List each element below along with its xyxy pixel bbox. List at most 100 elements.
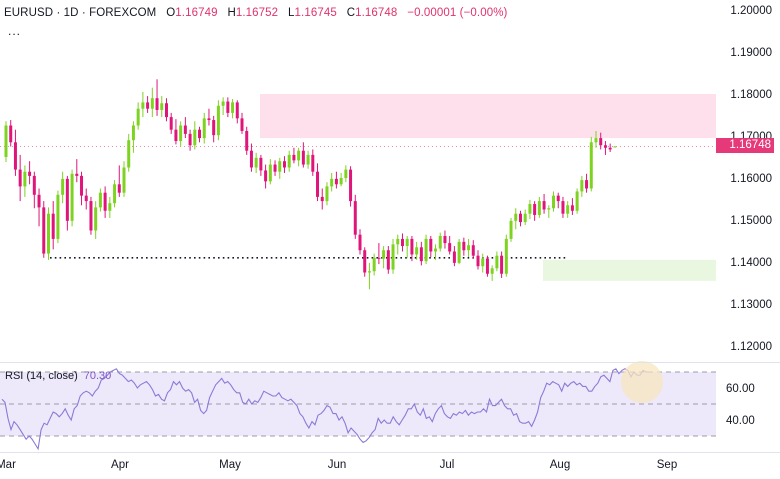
candle-body	[80, 175, 84, 196]
candle-body	[410, 238, 414, 255]
candle-body	[509, 220, 513, 239]
candle-body	[150, 98, 154, 109]
time-tick-label: May	[219, 459, 241, 471]
candle-body	[316, 171, 320, 197]
candle-body	[552, 195, 556, 209]
candle-body	[131, 125, 135, 141]
rsi-layer	[0, 361, 716, 451]
candle-body	[438, 235, 442, 249]
candle-body	[528, 204, 532, 214]
more-options-button[interactable]: ...	[8, 24, 22, 38]
candle-body	[28, 171, 32, 176]
time-tick-label: Jul	[440, 459, 455, 471]
candle-body	[155, 98, 159, 110]
candle-body	[575, 191, 579, 211]
candle-body	[391, 244, 395, 270]
candle-body	[419, 247, 423, 262]
candle-body	[198, 129, 202, 139]
price-tick-label: 1.20000	[730, 5, 772, 17]
candle-body	[292, 154, 296, 161]
candle-body	[18, 169, 22, 187]
candle-body	[566, 205, 570, 214]
candle-body	[32, 175, 36, 195]
supply-zone	[260, 94, 716, 139]
candle-body	[580, 180, 584, 192]
candle-body	[330, 178, 334, 187]
time-tick-label: Apr	[111, 459, 129, 471]
candle-body	[193, 129, 197, 146]
candle-body	[311, 154, 315, 172]
candle-body	[122, 167, 126, 193]
candle-body	[169, 117, 173, 130]
candle-body	[424, 238, 428, 262]
candle-body	[249, 150, 253, 168]
candle-body	[103, 192, 107, 211]
time-tick-label: Sep	[657, 459, 677, 471]
candle-body	[164, 103, 168, 118]
candle-body	[4, 125, 8, 157]
price-tick-label: 1.15000	[730, 215, 772, 227]
candle-body	[94, 207, 98, 231]
zones-layer	[260, 94, 716, 281]
candle-body	[183, 125, 187, 134]
candle-body	[13, 142, 17, 170]
candle-body	[613, 146, 617, 148]
price-tick-label: 1.18000	[730, 89, 772, 101]
rsi-label[interactable]: RSI (14, close)	[5, 370, 78, 382]
candle-body	[476, 255, 480, 267]
candle-body	[443, 235, 447, 244]
candle-body	[70, 173, 74, 221]
candle-body	[127, 140, 131, 168]
candle-body	[589, 142, 593, 189]
candle-body	[264, 170, 268, 182]
candle-body	[160, 103, 164, 110]
candle-body	[235, 102, 239, 119]
candle-body	[339, 178, 343, 185]
candle-body	[231, 102, 235, 113]
candle-body	[542, 201, 546, 210]
price-tick-label: 1.19000	[730, 47, 772, 59]
candle-body	[46, 213, 50, 254]
candle-body	[202, 118, 206, 139]
demand-zone	[543, 259, 716, 281]
symbol-label[interactable]: EURUSD · 1D · FOREXCOM	[4, 7, 157, 19]
candle-body	[207, 118, 211, 121]
candle-body	[254, 157, 258, 168]
candle-body	[273, 164, 277, 172]
candle-body	[481, 258, 485, 267]
rsi-legend[interactable]: RSI (14, close) 70.30	[5, 370, 111, 382]
candle-body	[61, 178, 65, 195]
candle-body	[226, 101, 230, 113]
candle-body	[452, 251, 456, 263]
candle-body	[282, 161, 286, 168]
candle-body	[471, 245, 475, 256]
low-label: L	[288, 7, 295, 19]
candle-body	[268, 164, 272, 182]
last-price-tag: 1.16748	[716, 138, 774, 153]
time-tick-label: Mar	[0, 459, 16, 471]
candle-body	[457, 241, 461, 263]
rsi-tick-label: 60.00	[726, 383, 755, 395]
candle-body	[37, 194, 41, 208]
candle-body	[89, 201, 93, 231]
rsi-value: 70.30	[83, 370, 112, 382]
candle-body	[599, 138, 603, 146]
symbol-legend[interactable]: EURUSD · 1D · FOREXCOM O1.16749 H1.16752…	[4, 7, 507, 19]
candle-body	[334, 178, 338, 185]
candle-body	[561, 201, 565, 214]
candle-body	[547, 208, 551, 210]
candle-body	[344, 169, 348, 178]
candle-body	[386, 250, 390, 270]
candle-body	[65, 178, 69, 221]
open-label: O	[166, 7, 176, 19]
candle-body	[240, 118, 244, 131]
candle-body	[448, 243, 452, 252]
candle-body	[518, 213, 522, 223]
candle-body	[306, 154, 310, 165]
candle-body	[495, 255, 499, 269]
rsi-tick-label: 40.00	[726, 415, 755, 427]
open-value: 1.16749	[175, 7, 218, 19]
candle-body	[367, 271, 371, 273]
